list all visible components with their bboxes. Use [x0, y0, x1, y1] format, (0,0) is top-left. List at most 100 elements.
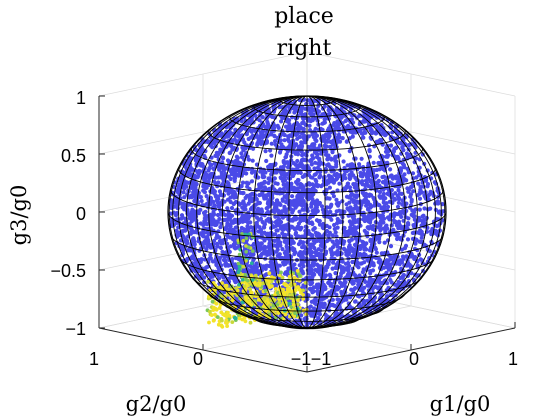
data-point [227, 212, 232, 217]
data-point [248, 196, 253, 201]
data-point [194, 218, 199, 223]
data-point [389, 195, 394, 200]
data-point [201, 164, 206, 169]
data-point [418, 184, 423, 189]
data-point [371, 160, 376, 165]
data-point [299, 255, 304, 260]
data-point [399, 247, 405, 252]
data-point [433, 207, 438, 212]
data-point [404, 254, 409, 259]
data-point [323, 251, 328, 256]
data-point [308, 175, 314, 180]
data-point [350, 129, 355, 134]
data-point [223, 262, 228, 267]
data-point [262, 185, 267, 190]
data-point [324, 132, 329, 137]
data-point-cluster [296, 298, 300, 303]
data-point [198, 276, 203, 281]
data-point [378, 223, 383, 228]
data-point [332, 121, 337, 126]
data-point [360, 135, 366, 140]
data-point [372, 295, 377, 300]
data-point [218, 212, 223, 217]
data-point [345, 124, 350, 129]
data-point [187, 158, 192, 163]
data-point [236, 133, 242, 138]
data-point [307, 220, 312, 226]
data-point [412, 278, 417, 283]
data-point [363, 130, 368, 135]
data-point [204, 185, 209, 190]
data-point [335, 216, 340, 222]
data-point [273, 214, 278, 219]
data-point-cluster [283, 312, 288, 317]
data-point [362, 242, 367, 248]
data-point [268, 246, 273, 251]
data-point [318, 253, 323, 258]
data-point [277, 263, 282, 268]
data-point [250, 128, 255, 133]
data-point [328, 281, 333, 286]
data-point [354, 262, 359, 267]
data-point [412, 210, 417, 215]
data-point [377, 240, 382, 245]
data-point [333, 230, 338, 235]
data-point [346, 244, 352, 250]
data-point [206, 237, 211, 242]
data-point [202, 275, 207, 280]
data-point [412, 217, 417, 222]
data-point-cluster [227, 313, 232, 318]
data-point [363, 279, 368, 284]
data-point [405, 186, 410, 191]
data-point [353, 236, 358, 241]
data-point [384, 258, 389, 263]
data-point [313, 250, 318, 255]
data-point [270, 195, 275, 200]
data-point [353, 226, 358, 231]
data-point [251, 146, 256, 151]
data-point [215, 133, 220, 138]
data-point [384, 295, 389, 300]
data-point [283, 154, 289, 159]
data-point [293, 230, 299, 235]
data-point [230, 147, 235, 152]
data-point [188, 231, 193, 236]
data-point [279, 226, 284, 231]
data-point [353, 175, 358, 180]
data-point [251, 252, 256, 257]
data-point [402, 165, 407, 170]
data-point [308, 194, 313, 199]
data-point [206, 168, 211, 173]
data-point [367, 192, 372, 197]
data-point [302, 192, 307, 197]
data-point [210, 259, 215, 264]
data-point [300, 234, 305, 239]
data-point [327, 174, 332, 179]
data-point [337, 181, 342, 186]
data-point [278, 202, 283, 207]
data-point-cluster [285, 287, 290, 291]
data-point [307, 128, 313, 133]
data-point [344, 202, 349, 207]
data-point-cluster [219, 310, 224, 315]
data-point [409, 199, 414, 204]
data-point [341, 241, 346, 246]
data-point [396, 200, 401, 205]
data-point [347, 239, 352, 244]
data-point [409, 185, 414, 190]
data-point [295, 166, 300, 171]
data-point-cluster [280, 275, 285, 280]
data-point [303, 172, 308, 177]
data-point [262, 222, 267, 227]
data-point [275, 228, 280, 233]
data-point [198, 143, 203, 148]
data-point [312, 226, 317, 231]
data-point [423, 177, 428, 183]
data-point [309, 250, 315, 255]
data-point [282, 271, 287, 276]
data-point [256, 201, 261, 206]
data-point [320, 112, 325, 117]
data-point [376, 179, 381, 184]
data-point [377, 236, 382, 241]
